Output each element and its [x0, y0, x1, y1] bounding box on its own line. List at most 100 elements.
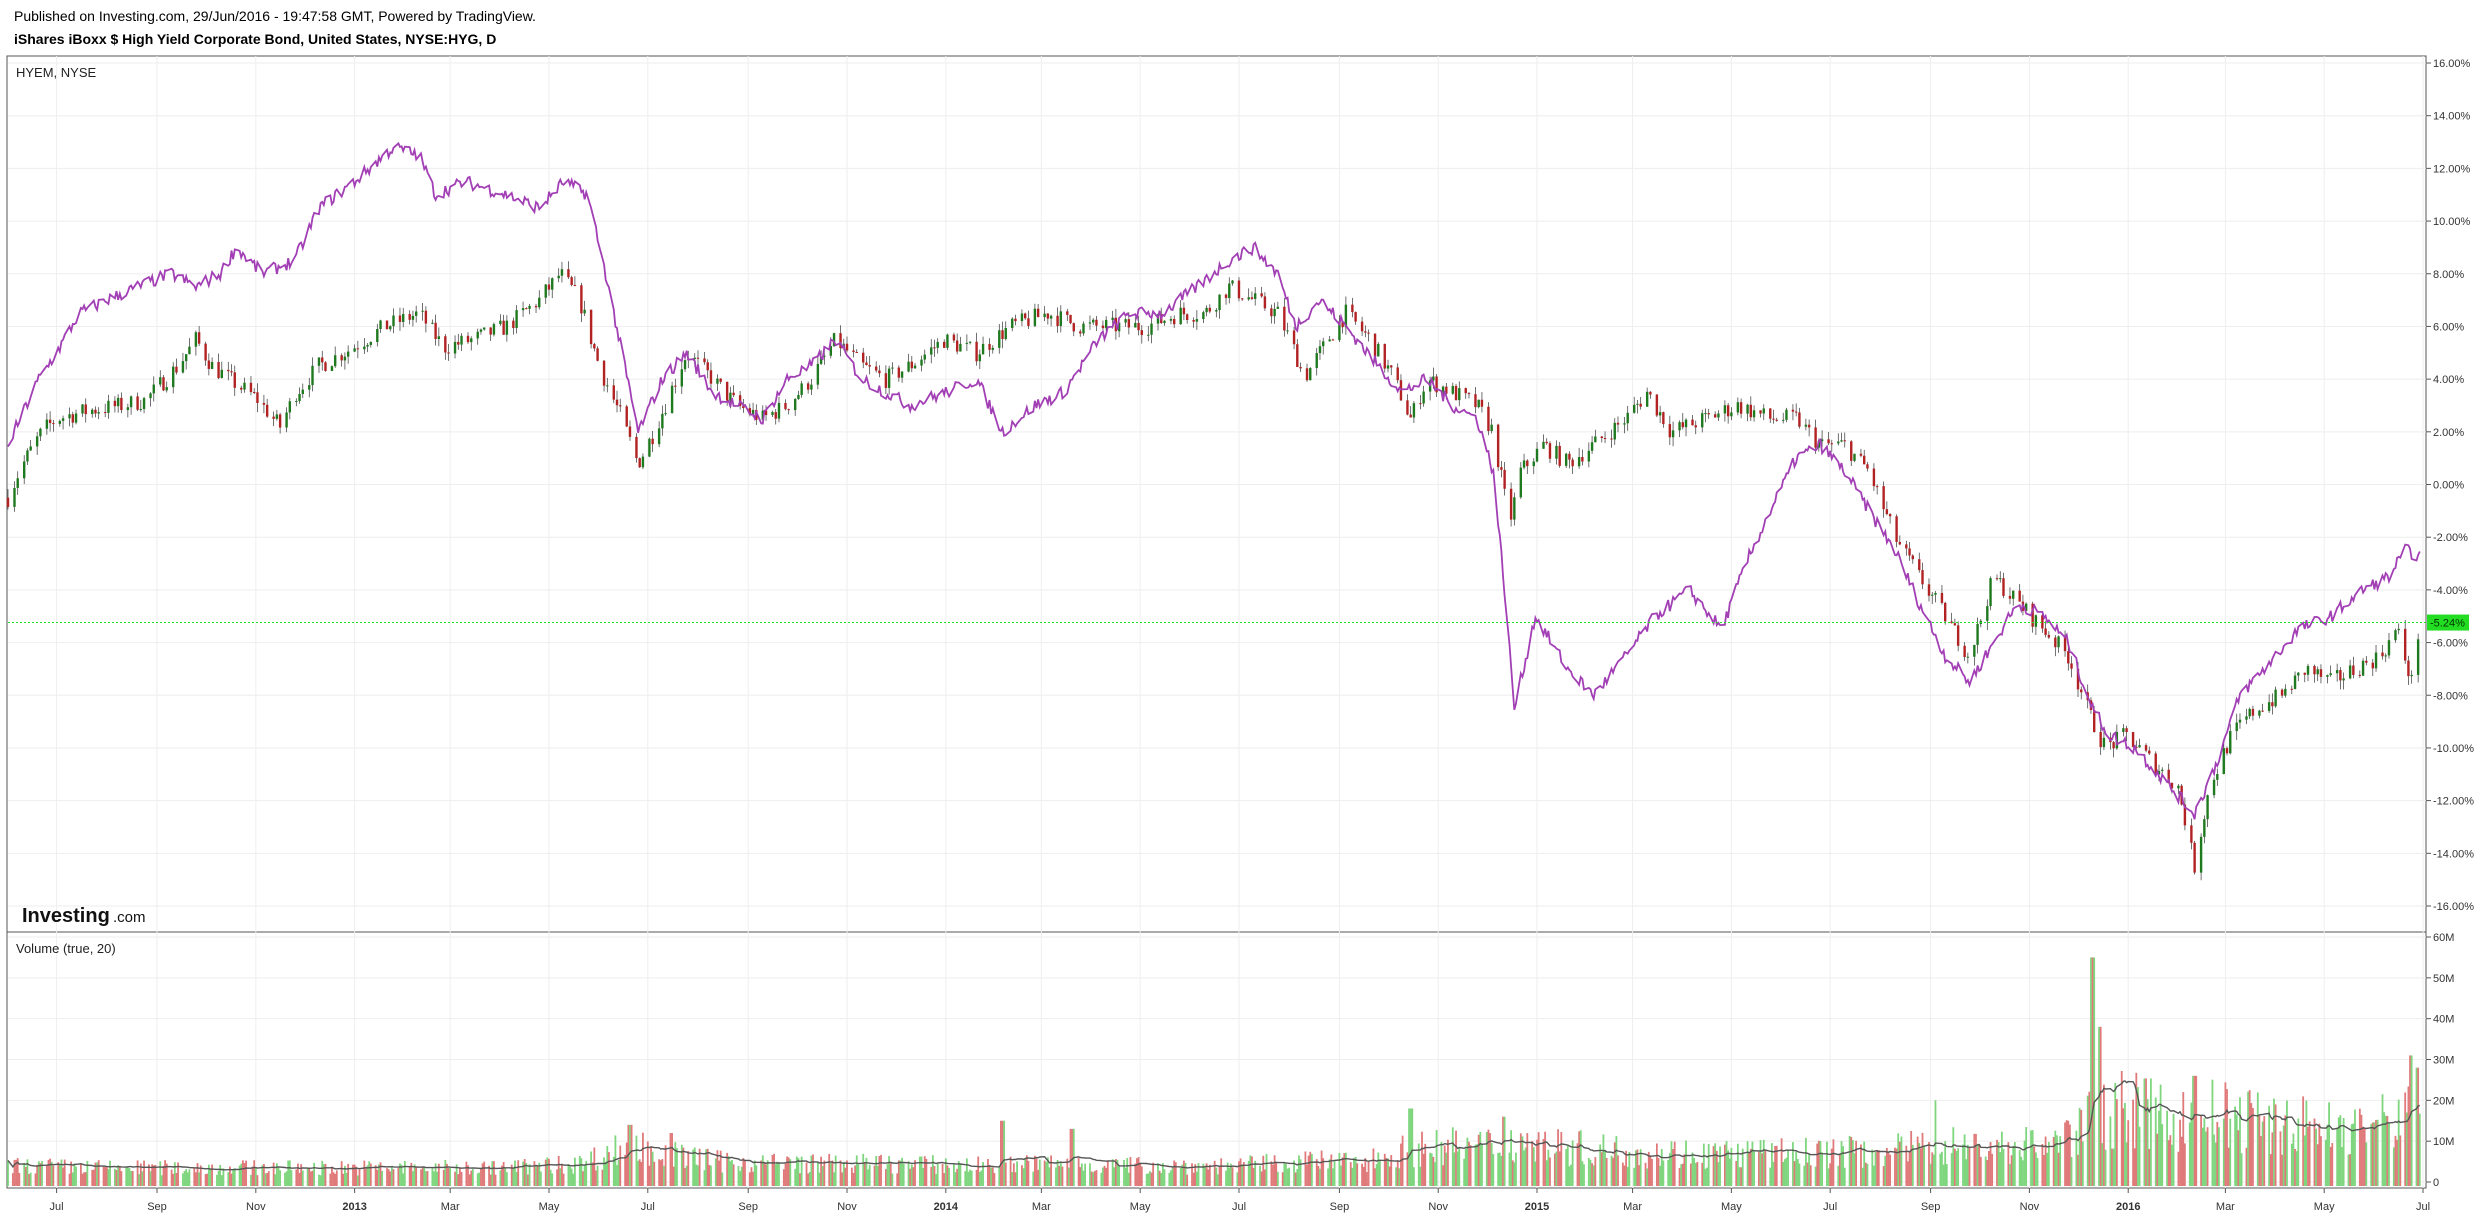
volume-bar: [1330, 1154, 1333, 1186]
last-value-label: -5.24%: [2430, 618, 2465, 630]
volume-bar: [737, 1165, 740, 1186]
volume-bar: [1850, 1136, 1853, 1186]
candle-body: [2057, 636, 2060, 648]
candle-body: [615, 399, 619, 406]
candle-body: [2148, 750, 2151, 754]
volume-bar: [23, 1162, 26, 1186]
candle-body: [1594, 436, 1597, 443]
volume-bar: [1215, 1167, 1218, 1186]
price-tick-label: -4.00%: [2433, 585, 2468, 597]
volume-bar: [1921, 1132, 1924, 1186]
volume-bar: [888, 1156, 891, 1186]
candle-body: [233, 372, 236, 388]
candle-body: [2248, 708, 2251, 717]
candle-body: [398, 315, 402, 322]
volume-bar: [1424, 1143, 1427, 1186]
volume-bar: [2388, 1123, 2390, 1186]
volume-bar: [1999, 1152, 2002, 1186]
volume-bar: [1659, 1165, 1662, 1186]
candle-body: [1435, 376, 1438, 393]
candle-body: [534, 305, 538, 308]
candle-body: [2018, 590, 2021, 602]
volume-bar: [397, 1168, 400, 1186]
volume-bar: [1702, 1143, 1705, 1186]
candle-body: [1918, 559, 1921, 571]
volume-bar: [551, 1173, 554, 1186]
volume-bar: [2078, 1107, 2081, 1186]
candle-body: [1231, 280, 1234, 284]
volume-bar: [2352, 1123, 2355, 1186]
candle-body: [2076, 668, 2080, 690]
candle-body: [1888, 514, 1892, 517]
volume-bar: [1910, 1131, 1913, 1186]
candle-body: [165, 387, 168, 391]
candle-body: [1296, 344, 1299, 368]
volume-bar: [1683, 1154, 1686, 1186]
volume-bar: [1685, 1140, 1687, 1186]
volume-bar: [2122, 1108, 2125, 1186]
logo-suffix: .com: [113, 909, 146, 926]
candle-body: [2293, 675, 2297, 690]
volume-bar: [648, 1165, 651, 1186]
volume-bar: [1432, 1156, 1435, 1186]
volume-bar: [107, 1168, 110, 1186]
candle-body: [1701, 413, 1704, 428]
volume-bar: [1093, 1171, 1096, 1186]
volume-bar: [2000, 1131, 2003, 1186]
candle-body: [1616, 422, 1620, 425]
candle-body: [330, 366, 334, 371]
volume-bar: [2030, 1130, 2032, 1186]
candle-body: [1263, 296, 1267, 309]
candle-body: [693, 357, 696, 359]
candle-body: [366, 344, 369, 347]
price-tick-label: 14.00%: [2433, 111, 2471, 123]
volume-bar: [1894, 1147, 1896, 1186]
volume-bar: [131, 1171, 134, 1186]
volume-bar: [925, 1158, 928, 1186]
volume-bar: [582, 1171, 584, 1186]
volume-bar: [1429, 1152, 1432, 1186]
volume-bar: [467, 1165, 469, 1186]
candle-body: [819, 356, 823, 364]
candle-body: [1568, 453, 1571, 460]
volume-bar: [525, 1162, 528, 1186]
volume-bar: [1126, 1158, 1129, 1186]
last-value-badge: [2427, 614, 2469, 631]
volume-bar: [347, 1163, 350, 1186]
volume-bar: [1205, 1163, 1208, 1186]
volume-bar: [1764, 1150, 1767, 1186]
candle-body: [2216, 774, 2219, 780]
volume-bar: [1621, 1162, 1624, 1186]
candle-body: [2407, 660, 2410, 677]
volume-bar: [1349, 1162, 1352, 1186]
candle-body: [648, 438, 651, 457]
candle-body: [74, 413, 78, 423]
volume-bar: [999, 1120, 1002, 1186]
volume-bar: [842, 1161, 845, 1186]
volume-bar: [1422, 1153, 1425, 1186]
volume-bar: [1025, 1155, 1028, 1186]
volume-bar: [1344, 1152, 1347, 1186]
volume-bar: [92, 1169, 95, 1186]
volume-bar: [502, 1161, 505, 1186]
volume-bar: [1079, 1167, 1082, 1186]
candle-body: [2361, 660, 2365, 676]
candle-body: [2274, 689, 2277, 707]
candle-body: [2177, 785, 2180, 789]
candle-body: [855, 351, 858, 353]
candle-body: [2326, 675, 2329, 677]
candle-body: [865, 362, 868, 366]
candle-body: [567, 269, 570, 278]
volume-bar: [313, 1162, 316, 1186]
volume-bar: [1106, 1160, 1109, 1186]
volume-bar: [977, 1156, 980, 1186]
candle-body: [1344, 304, 1348, 328]
volume-bar: [1092, 1172, 1095, 1186]
volume-bar: [460, 1171, 463, 1186]
volume-bar: [640, 1161, 643, 1186]
volume-bar: [880, 1154, 882, 1186]
volume-bar: [721, 1172, 724, 1186]
candle-body: [1250, 297, 1254, 299]
volume-bar: [446, 1163, 448, 1186]
volume-bar: [332, 1172, 335, 1186]
